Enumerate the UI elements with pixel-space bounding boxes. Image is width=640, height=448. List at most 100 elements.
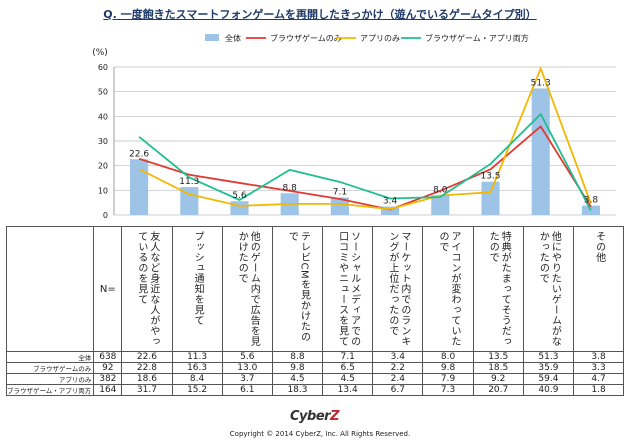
- data-label: 8.8: [283, 183, 298, 193]
- table-cell: 31.7: [121, 384, 173, 396]
- category-header: 友人など身近な人がやっているのを見て: [121, 226, 173, 352]
- table-cell: 20.7: [472, 384, 524, 396]
- table-cell: 6.7: [372, 384, 424, 396]
- table-cell: 6.1: [221, 384, 273, 396]
- category-label: 友人など身近な人がやっているのを見て: [135, 231, 159, 347]
- data-label: 3.8: [584, 196, 599, 206]
- category-label: テレビCMを見かけたので: [286, 231, 310, 343]
- row-label: アプリのみ: [5, 373, 95, 385]
- y-tick-label: 20: [98, 162, 108, 171]
- category-header: マーケット内でのランキングが上位だったので: [372, 226, 424, 352]
- legend-label: アプリのみ: [360, 34, 400, 43]
- chart: (%) 0 10 20 30 40 50 60 22.6 11.3 5.6 8.8 7.1 3.4 8.0 1…: [92, 33, 616, 220]
- table-cell: 18.5: [472, 362, 524, 374]
- category-header: 他のゲーム内で広告を見かけたので: [221, 226, 273, 352]
- table-cell: 3.7: [221, 373, 273, 385]
- table-cell: 13.5: [472, 351, 524, 363]
- category-label: ソーシャルメディアでの口コミやニュースを見て: [336, 231, 360, 347]
- legend-label: ブラウザゲームのみ: [270, 33, 342, 43]
- table-cell: 3.8: [572, 351, 625, 363]
- row-label: ブラウザゲームのみ: [5, 362, 95, 374]
- table-row: アプリのみ 382 18.6 8.4 3.7 4.5 4.5 2.4 7.9 9.2 59.4 4.7: [5, 373, 625, 385]
- category-label: 他にやりたいゲームがなかったので: [537, 231, 561, 347]
- row-n: 164: [93, 384, 123, 396]
- table-cell: 51.3: [522, 351, 575, 363]
- y-tick-label: 30: [98, 137, 108, 146]
- category-header: その他: [572, 226, 625, 352]
- table-cell: 7.3: [422, 384, 474, 396]
- bar: [431, 195, 450, 215]
- legend-label: 全体: [225, 33, 241, 43]
- table-header-row: N= 友人など身近な人がやっているのを見て プッシュ通知を見て 他のゲーム内で広告を見…: [5, 226, 625, 352]
- data-label: 51.3: [531, 78, 551, 88]
- legend-swatch: [205, 34, 219, 41]
- corner-cell: [5, 226, 95, 352]
- data-label: 3.4: [383, 197, 398, 207]
- category-header: 他にやりたいゲームがなかったので: [522, 226, 575, 352]
- data-label: 11.3: [179, 177, 199, 187]
- category-header: ソーシャルメディアでの口コミやニュースを見て: [322, 226, 374, 352]
- data-label: 22.6: [129, 149, 149, 159]
- legend-label: ブラウザゲーム・アプリ両方: [425, 33, 529, 43]
- table-row: ブラウザゲームのみ 92 22.8 16.3 13.0 9.8 6.5 2.2 9.8 18.5 3…: [5, 362, 625, 374]
- table-cell: 18.3: [271, 384, 324, 396]
- y-tick-label: 10: [98, 186, 108, 195]
- n-header: N=: [93, 226, 123, 352]
- row-n: 382: [93, 373, 123, 385]
- table-cell: 40.9: [522, 384, 575, 396]
- y-axis-label: (%): [92, 48, 108, 58]
- category-label: マーケット内でのランキングが上位だったので: [386, 231, 410, 347]
- table-cell: 9.8: [271, 362, 324, 374]
- category-label: プッシュ通知を見て: [192, 231, 204, 326]
- y-tick-label: 40: [98, 112, 108, 121]
- table-row: ブラウザゲーム・アプリ両方 164 31.7 15.2 6.1 18.3 13.4 6.7 7.…: [5, 384, 625, 396]
- table-cell: 16.3: [171, 362, 223, 374]
- table-cell: 13.4: [322, 384, 374, 396]
- row-label: 全体: [5, 351, 95, 363]
- y-tick-label: 60: [98, 63, 108, 72]
- table-cell: 4.5: [271, 373, 324, 385]
- category-header: プッシュ通知を見て: [171, 226, 223, 352]
- table-cell: 3.3: [572, 362, 625, 374]
- category-header: 特典がたまってそうだったので: [472, 226, 524, 352]
- y-tick-label: 0: [103, 211, 108, 220]
- table-cell: 9.2: [472, 373, 524, 385]
- row-n: 92: [93, 362, 123, 374]
- table-cell: 35.9: [522, 362, 575, 374]
- table-cell: 8.0: [422, 351, 474, 363]
- table-cell: 8.4: [171, 373, 223, 385]
- series-line: [138, 65, 592, 210]
- table-cell: 2.4: [372, 373, 424, 385]
- row-label: ブラウザゲーム・アプリ両方: [5, 384, 95, 396]
- table-cell: 4.5: [322, 373, 374, 385]
- table-cell: 13.0: [221, 362, 273, 374]
- chart-title: Q. 一度飽きたスマートフォンゲームを再開したきっかけ（遊んでいるゲームタイプ別…: [103, 8, 537, 21]
- copyright: Copyright © 2014 CyberZ, Inc. All Rights…: [229, 430, 411, 438]
- table-cell: 3.4: [372, 351, 424, 363]
- table-cell: 22.6: [121, 351, 173, 363]
- bar: [531, 88, 550, 215]
- data-label: 5.6: [232, 191, 247, 201]
- category-label: 他のゲーム内で広告を見かけたので: [236, 231, 260, 347]
- row-n: 638: [93, 351, 123, 363]
- category-header: アイコンが変わっていたので: [422, 226, 474, 352]
- table-cell: 7.9: [422, 373, 474, 385]
- table-cell: 11.3: [171, 351, 223, 363]
- table-cell: 15.2: [171, 384, 223, 396]
- cyberz-logo: CyberZ: [290, 409, 339, 424]
- table-cell: 2.2: [372, 362, 424, 374]
- table-cell: 6.5: [322, 362, 374, 374]
- data-table: N= 友人など身近な人がやっているのを見て プッシュ通知を見て 他のゲーム内で広告を見…: [5, 226, 625, 396]
- bar: [230, 201, 249, 215]
- table-cell: 8.8: [271, 351, 324, 363]
- y-tick-label: 50: [98, 88, 108, 97]
- table-cell: 7.1: [322, 351, 374, 363]
- table-cell: 5.6: [221, 351, 273, 363]
- series-line: [138, 125, 592, 211]
- table-cell: 9.8: [422, 362, 474, 374]
- category-header: テレビCMを見かけたので: [271, 226, 324, 352]
- table-cell: 22.8: [121, 362, 173, 374]
- series-line: [138, 112, 592, 211]
- category-label: その他: [593, 231, 605, 263]
- table-row: 全体 638 22.6 11.3 5.6 8.8 7.1 3.4 8.0 13.5 51.3 3.8: [5, 351, 625, 363]
